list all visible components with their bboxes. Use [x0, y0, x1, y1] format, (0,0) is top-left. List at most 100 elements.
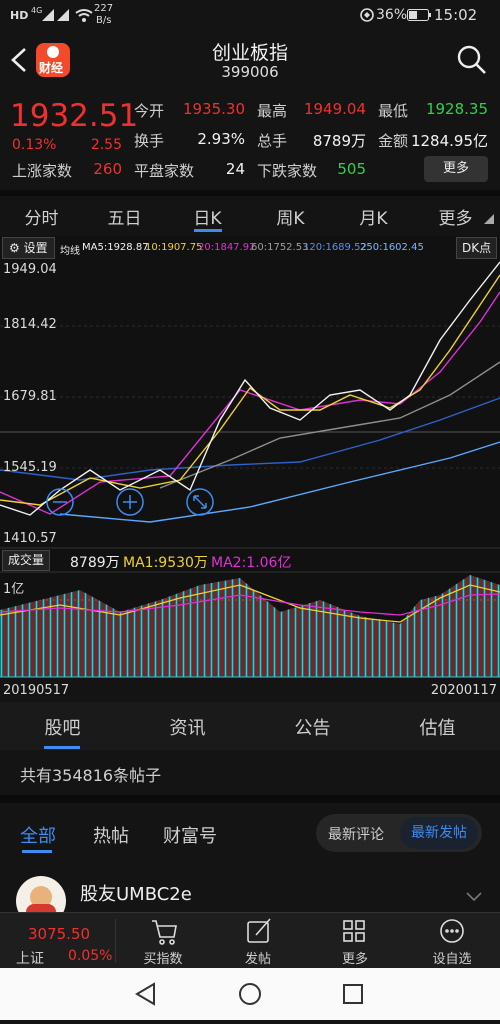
- end-date: 20200117: [430, 683, 497, 698]
- sort-toggle: 最新评论 最新发帖: [316, 814, 482, 852]
- header: 财经 创业板指 399006: [0, 30, 500, 90]
- back-button[interactable]: [8, 46, 30, 74]
- field-value: 8789万: [312, 132, 366, 150]
- field-label: 最低: [378, 102, 409, 120]
- expand-icon[interactable]: [466, 892, 482, 902]
- clock: 15:02: [434, 6, 478, 24]
- badge-text: 财经: [39, 61, 64, 75]
- price-label: 1814.42: [3, 317, 57, 332]
- settings-button[interactable]: ⚙ 设置: [2, 237, 55, 259]
- filter-tab[interactable]: 热帖: [93, 826, 129, 847]
- section-tab[interactable]: 估值: [419, 718, 456, 739]
- zoom-controls[interactable]: [46, 488, 214, 516]
- volume-ma1: [0, 584, 500, 623]
- dk-button[interactable]: DK点: [456, 237, 498, 259]
- field-label: 平盘家数: [134, 162, 195, 180]
- field-value: 1928.35: [425, 100, 488, 118]
- ma-value: 10:1907.75: [145, 242, 203, 253]
- field-label: 最高: [257, 102, 288, 120]
- section-tab[interactable]: 资讯: [169, 718, 206, 739]
- field-value: 2.93%: [197, 130, 245, 148]
- price-label: 1545.19: [3, 460, 57, 475]
- divider: [0, 795, 500, 803]
- more-button[interactable]: 更多: [424, 156, 488, 182]
- network: 4G: [31, 6, 43, 15]
- price-label: 1679.81: [3, 389, 57, 404]
- field-value: 24: [225, 160, 245, 178]
- action-button[interactable]: 买指数: [143, 952, 183, 967]
- action-button[interactable]: 设自选: [432, 952, 472, 967]
- field-label: 上涨家数: [12, 162, 73, 180]
- app-badge: 财经: [36, 43, 70, 77]
- signal-icons: [42, 9, 93, 22]
- index-value[interactable]: 3075.50: [28, 925, 91, 943]
- section-tabs: 股吧 资讯 公告 估值: [0, 702, 500, 750]
- ma-value: 60:1752.53: [251, 242, 309, 253]
- tab-indicator: [44, 746, 80, 749]
- period-tab[interactable]: 月K: [359, 209, 388, 229]
- field-label: 换手: [134, 132, 165, 150]
- filter-tab[interactable]: 财富号: [163, 826, 217, 847]
- search-button[interactable]: [456, 44, 488, 76]
- filter-tab-active[interactable]: 全部: [20, 826, 56, 847]
- net-speed-unit: B/s: [96, 15, 112, 26]
- bottom-bar: 3075.50 上证 0.05%: [0, 912, 500, 969]
- index-change[interactable]: 0.05%: [68, 948, 113, 964]
- start-date: 20190517: [3, 683, 70, 698]
- period-tab[interactable]: 周K: [276, 209, 305, 229]
- hd: HD: [10, 9, 29, 22]
- code: 399006: [221, 63, 279, 81]
- post-user[interactable]: 股友UMBC2e: [80, 884, 192, 905]
- tab-indicator: [22, 850, 52, 853]
- net-speed: 227: [94, 3, 114, 14]
- sort-option[interactable]: 最新评论: [328, 827, 384, 843]
- avatar-face: [30, 886, 52, 908]
- action-button[interactable]: 更多: [341, 952, 368, 967]
- field-value: 505: [337, 160, 366, 178]
- change: 2.55: [90, 137, 122, 153]
- volume-value: 8789万: [70, 555, 120, 571]
- nfc-icon: [360, 8, 374, 22]
- ma-value: 120:1689.52: [303, 242, 367, 253]
- section-tab[interactable]: 公告: [294, 718, 331, 739]
- field-value: 1935.30: [182, 100, 245, 118]
- field-value: 1284.95亿: [410, 132, 488, 150]
- nav-buttons[interactable]: [0, 968, 500, 1020]
- field-label: 总手: [257, 132, 288, 150]
- period-tab[interactable]: 分时: [24, 209, 59, 229]
- ma60-line: [159, 361, 500, 489]
- volume-ma: MA2:1.06亿: [211, 555, 292, 571]
- period-tab-active[interactable]: 日K: [193, 209, 222, 229]
- ma5-line: [0, 261, 500, 516]
- kline-chart: [0, 261, 500, 678]
- ma250-line: [59, 441, 500, 523]
- battery-level: 36%: [376, 7, 408, 23]
- field-label: 下跌家数: [257, 162, 318, 180]
- price-label: 1410.57: [3, 531, 57, 546]
- volume-ma2: [0, 593, 500, 616]
- system-nav: [0, 968, 500, 1020]
- section-tab-active[interactable]: 股吧: [44, 718, 81, 739]
- index-name[interactable]: 上证: [16, 951, 44, 967]
- sort-option-active[interactable]: 最新发帖: [400, 817, 478, 849]
- volume-axis-label: 1亿: [3, 582, 25, 597]
- tab-indicator: [194, 229, 222, 232]
- divider: [0, 190, 500, 196]
- status-bar: HD 4G 227 B/s 36% 15:02: [0, 0, 500, 30]
- action-button[interactable]: 发帖: [244, 952, 271, 967]
- field-label: 今开: [134, 102, 165, 120]
- ma-value: 250:1602.45: [360, 242, 424, 253]
- change-pct: 0.13%: [12, 137, 57, 153]
- volume-ma: MA1:9530万: [123, 555, 208, 571]
- battery-icon: [407, 9, 431, 21]
- field-value: 260: [93, 160, 122, 178]
- field-label: 金额: [378, 132, 409, 150]
- volume-button[interactable]: 成交量: [2, 550, 51, 571]
- dropdown-icon: [484, 214, 494, 224]
- price-label: 1949.04: [3, 262, 57, 277]
- settings-label: 设置: [23, 241, 48, 255]
- title: 创业板指: [211, 42, 288, 64]
- period-tab[interactable]: 五日: [107, 209, 142, 229]
- period-tab[interactable]: 更多: [438, 209, 473, 229]
